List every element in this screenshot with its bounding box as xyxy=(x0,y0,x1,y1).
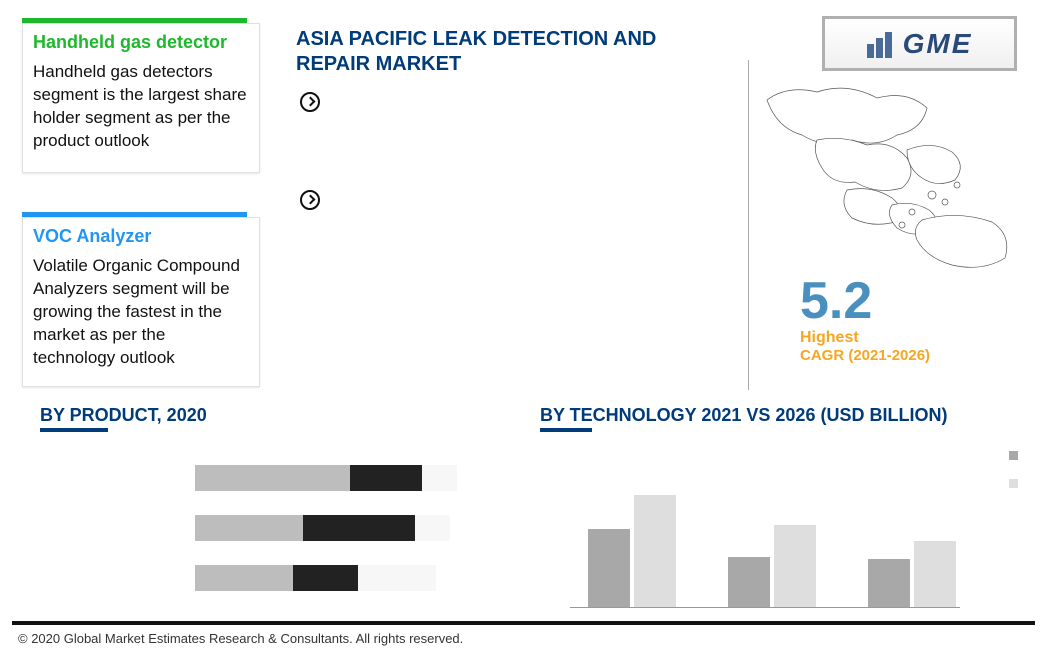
seg-c xyxy=(422,465,457,491)
bar-2026 xyxy=(774,525,816,607)
card2-body: Volatile Organic Compound Analyzers segm… xyxy=(33,255,249,370)
legend-2021 xyxy=(1009,448,1022,462)
cagr-label: CAGR (2021-2026) xyxy=(800,347,930,364)
product-row-1 xyxy=(195,465,457,491)
section-underline-product xyxy=(40,428,108,432)
logo-gme: GME xyxy=(822,16,1017,71)
bullet-1 xyxy=(300,92,320,112)
cagr-highest: Highest xyxy=(800,329,930,347)
bullet-2 xyxy=(300,190,320,210)
bar-2026 xyxy=(634,495,676,607)
seg-b xyxy=(303,515,415,541)
bar-2021 xyxy=(868,559,910,607)
product-row-3 xyxy=(195,565,436,591)
footer-rule xyxy=(12,621,1035,625)
card1-body: Handheld gas detectors segment is the la… xyxy=(33,61,249,153)
seg-c xyxy=(358,565,436,591)
cagr-value: 5.2 xyxy=(800,275,930,327)
bar-2021 xyxy=(728,557,770,607)
seg-b xyxy=(350,465,422,491)
product-chart xyxy=(30,440,500,620)
seg-a xyxy=(195,465,350,491)
cagr-block: 5.2 Highest CAGR (2021-2026) xyxy=(800,275,930,364)
product-row-2 xyxy=(195,515,450,541)
seg-a xyxy=(195,565,293,591)
divider-vertical xyxy=(748,60,749,390)
bar-2026 xyxy=(914,541,956,607)
map-asia-pacific xyxy=(757,80,1017,275)
bar-2021 xyxy=(588,529,630,607)
chevron-circle-icon xyxy=(300,190,320,210)
tech-legend xyxy=(1009,448,1022,504)
chevron-circle-icon xyxy=(300,92,320,112)
section-underline-tech xyxy=(540,428,592,432)
card-handheld: Handheld gas detector Handheld gas detec… xyxy=(22,23,260,173)
tech-chart xyxy=(540,440,1020,620)
logo-bars-icon xyxy=(867,30,895,58)
bullet-list xyxy=(300,92,320,288)
card1-title: Handheld gas detector xyxy=(33,32,249,53)
swatch-2021-icon xyxy=(1009,451,1018,460)
section-title-tech: BY TECHNOLOGY 2021 VS 2026 (USD BILLION) xyxy=(540,405,947,426)
logo-text: GME xyxy=(903,28,973,60)
tech-baseline xyxy=(570,607,960,608)
section-title-product: BY PRODUCT, 2020 xyxy=(40,405,207,426)
swatch-2026-icon xyxy=(1009,479,1018,488)
footer-text: © 2020 Global Market Estimates Research … xyxy=(18,631,463,646)
page-title: ASIA PACIFIC LEAK DETECTION AND REPAIR M… xyxy=(296,27,726,77)
legend-2026 xyxy=(1009,476,1022,490)
seg-b xyxy=(293,565,358,591)
seg-c xyxy=(415,515,450,541)
seg-a xyxy=(195,515,303,541)
card-voc: VOC Analyzer Volatile Organic Compound A… xyxy=(22,217,260,387)
card2-title: VOC Analyzer xyxy=(33,226,249,247)
